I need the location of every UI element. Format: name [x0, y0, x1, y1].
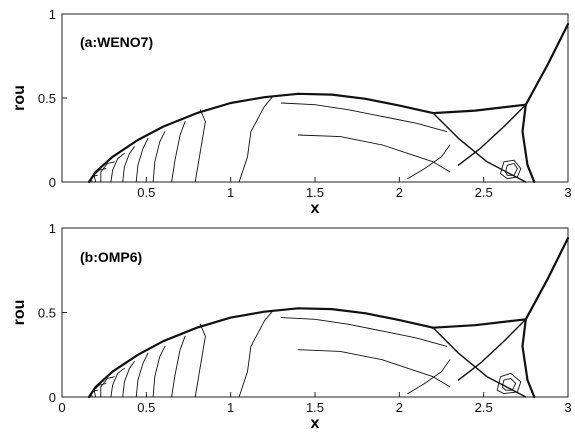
panel-b-x-tick-label-3: 1.5 [306, 400, 324, 415]
panel-a-contour-line-6 [90, 174, 98, 183]
panel-a-x-tick-label-5: 3 [564, 185, 571, 200]
panel-b-x-axis-label: x [311, 415, 320, 432]
panel-b-contour-line-13 [171, 335, 186, 398]
panel-a-contour-line-14 [194, 109, 206, 183]
panel-a-x-tick-label-4: 2.5 [475, 185, 493, 200]
panel-a-contour-line-13 [171, 121, 186, 183]
panel-a-right-shock-line-2 [524, 23, 570, 106]
panel-a-contour-line-11 [135, 137, 149, 183]
panel-a-y-tick-label-1: 0.5 [38, 91, 56, 106]
panel-a-x-tick-label-3: 2 [396, 185, 403, 200]
panel-b-contour-line-10 [122, 361, 135, 398]
panel-b-contour-line-15 [238, 310, 274, 398]
panel-b-y-axis-label: rou [11, 300, 28, 326]
panel-a-x-tick-label-2: 1.5 [306, 185, 324, 200]
panel-a-contour-line-12 [152, 131, 166, 183]
panel-b-right-shock-line-2 [524, 237, 570, 321]
panel-a-triple-point-line-line-1 [432, 103, 527, 115]
panel-a-contour-line-9 [110, 152, 125, 183]
panel-a-contour-line-19 [500, 159, 522, 180]
panel-b-bow-shock-line-0 [87, 307, 435, 399]
panel-a-title: (a:WENO7) [80, 34, 153, 50]
panel-b-contour-line-6 [90, 389, 98, 398]
panel-b-x-tick-label-2: 1 [227, 400, 234, 415]
panel-b-y-tick-label-0: 0 [49, 390, 56, 405]
panel-b-contour-line-12 [152, 345, 166, 398]
panel-b-contour-line-14 [194, 323, 206, 398]
panel-b: 0 0.5 1 0 0.5 1 1.5 2 2.5 3 x rou (b:OMP6) [11, 221, 572, 432]
panel-b-reflected-shock-line-4 [432, 327, 527, 398]
panel-a-x-tick-label-0: 0.5 [137, 185, 155, 200]
panel-a-y-tick-label-2: 1 [49, 7, 56, 22]
panel-b-contour-line-18 [407, 359, 451, 395]
panel-a-contour-line-10 [122, 146, 135, 183]
panel-a: 0 0.5 1 0.5 1 1.5 2 2.5 3 x rou (a:WENO7) [11, 7, 572, 217]
panel-b-contour-line-11 [135, 352, 149, 398]
panel-b-contour-line-16 [280, 317, 448, 347]
panel-a-contour-line-18 [407, 144, 451, 180]
panel-b-x-tick-label-1: 0.5 [137, 400, 155, 415]
panel-b-contour-line-9 [110, 367, 125, 398]
panel-a-x-axis-label: x [311, 200, 320, 217]
panel-b-x-tick-label-6: 3 [564, 400, 571, 415]
panel-b-y-tick-label-1: 0.5 [38, 306, 56, 321]
panel-a-slip-line-line-5 [457, 103, 527, 166]
panel-a-mach-stem-line-3 [521, 103, 536, 184]
panel-a-contour-line-16 [280, 102, 448, 133]
panel-a-y-axis-label: rou [11, 85, 28, 111]
panel-a-contour-line-8 [100, 161, 115, 183]
panel-b-x-tick-label-5: 2.5 [475, 400, 493, 415]
panel-a-reflected-shock-line-4 [432, 112, 527, 183]
panel-a-x-tick-label-1: 1 [227, 185, 234, 200]
panel-b-contour-line-20 [501, 377, 517, 391]
panel-b-triple-point-line-line-1 [432, 318, 527, 329]
panel-b-contour-line-8 [100, 376, 115, 398]
panel-a-contour-line-15 [238, 95, 274, 183]
panel-b-x-tick-label-0: 0 [58, 400, 65, 415]
panel-b-contour-line-17 [297, 349, 451, 388]
panel-b-contour-line-19 [496, 372, 522, 395]
panel-a-contour-line-17 [297, 134, 451, 173]
panel-a-bow-shock-line-0 [87, 92, 435, 184]
panel-a-contour-line-20 [505, 163, 518, 176]
panel-b-y-tick-label-2: 1 [49, 221, 56, 236]
panel-b-slip-line-line-5 [457, 318, 527, 381]
panel-b-x-tick-label-4: 2 [396, 400, 403, 415]
panel-a-y-tick-label-0: 0 [49, 175, 56, 190]
panel-b-title: (b:OMP6) [80, 249, 142, 265]
panel-b-mach-stem-line-3 [521, 318, 536, 399]
